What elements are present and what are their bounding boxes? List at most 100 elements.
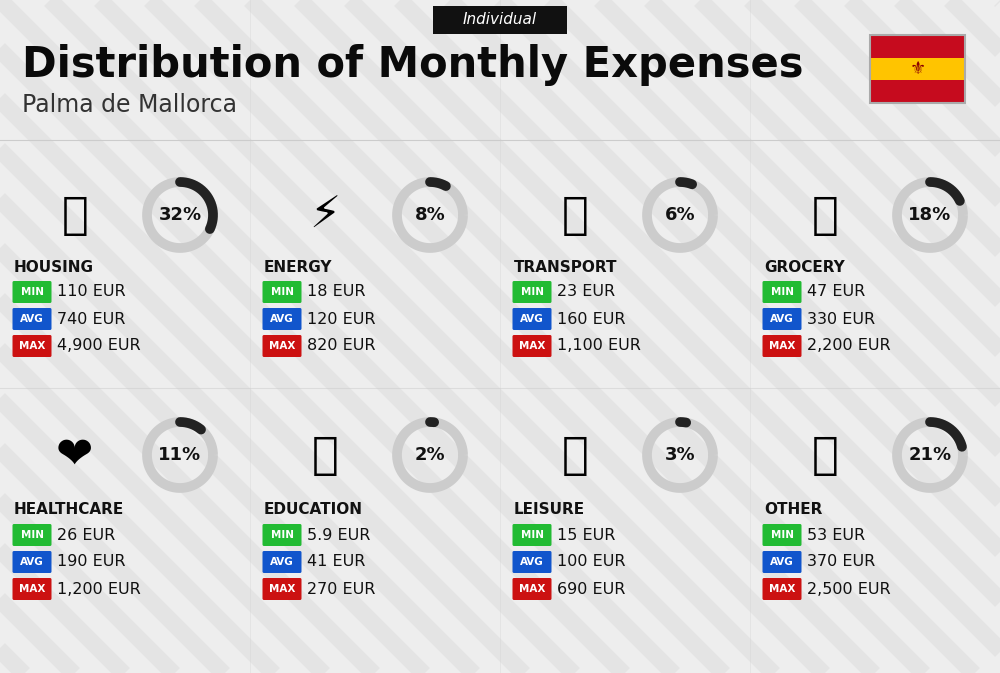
FancyBboxPatch shape <box>262 281 302 303</box>
FancyBboxPatch shape <box>512 335 552 357</box>
Text: MAX: MAX <box>269 341 295 351</box>
Text: 6%: 6% <box>665 206 695 224</box>
FancyBboxPatch shape <box>512 308 552 330</box>
Text: 18 EUR: 18 EUR <box>307 285 366 299</box>
Text: 2,200 EUR: 2,200 EUR <box>807 339 891 353</box>
Text: AVG: AVG <box>520 314 544 324</box>
Text: 41 EUR: 41 EUR <box>307 555 365 569</box>
Text: LEISURE: LEISURE <box>514 503 585 518</box>
Text: AVG: AVG <box>520 557 544 567</box>
FancyBboxPatch shape <box>12 308 52 330</box>
Text: 160 EUR: 160 EUR <box>557 312 626 326</box>
FancyBboxPatch shape <box>512 524 552 546</box>
FancyBboxPatch shape <box>262 308 302 330</box>
Text: 120 EUR: 120 EUR <box>307 312 376 326</box>
Text: Individual: Individual <box>463 13 537 28</box>
Text: AVG: AVG <box>270 314 294 324</box>
Text: EDUCATION: EDUCATION <box>264 503 363 518</box>
Text: 370 EUR: 370 EUR <box>807 555 875 569</box>
Text: AVG: AVG <box>20 314 44 324</box>
Bar <box>870 35 965 58</box>
FancyBboxPatch shape <box>512 551 552 573</box>
Text: 110 EUR: 110 EUR <box>57 285 126 299</box>
Text: ⚜: ⚜ <box>909 60 926 78</box>
Text: 3%: 3% <box>665 446 695 464</box>
FancyBboxPatch shape <box>512 281 552 303</box>
Text: 820 EUR: 820 EUR <box>307 339 376 353</box>
Text: MAX: MAX <box>519 584 545 594</box>
Text: 🎓: 🎓 <box>312 433 338 476</box>
Text: 190 EUR: 190 EUR <box>57 555 126 569</box>
Text: MIN: MIN <box>520 287 544 297</box>
FancyBboxPatch shape <box>763 578 802 600</box>
Text: 23 EUR: 23 EUR <box>557 285 615 299</box>
Text: MIN: MIN <box>770 287 794 297</box>
Text: GROCERY: GROCERY <box>764 260 845 275</box>
Text: 26 EUR: 26 EUR <box>57 528 115 542</box>
FancyBboxPatch shape <box>262 551 302 573</box>
Text: AVG: AVG <box>770 557 794 567</box>
Text: 100 EUR: 100 EUR <box>557 555 626 569</box>
FancyBboxPatch shape <box>763 551 802 573</box>
FancyBboxPatch shape <box>12 551 52 573</box>
Text: 🛒: 🛒 <box>812 194 838 236</box>
Text: Distribution of Monthly Expenses: Distribution of Monthly Expenses <box>22 44 804 86</box>
Text: 32%: 32% <box>158 206 202 224</box>
Text: MAX: MAX <box>269 584 295 594</box>
Text: AVG: AVG <box>270 557 294 567</box>
Text: 🚌: 🚌 <box>562 194 588 236</box>
FancyBboxPatch shape <box>763 524 802 546</box>
Text: 690 EUR: 690 EUR <box>557 581 625 596</box>
Text: MIN: MIN <box>270 287 294 297</box>
Text: 5.9 EUR: 5.9 EUR <box>307 528 370 542</box>
Text: 740 EUR: 740 EUR <box>57 312 125 326</box>
FancyBboxPatch shape <box>12 578 52 600</box>
Bar <box>870 58 965 80</box>
Text: 330 EUR: 330 EUR <box>807 312 875 326</box>
FancyBboxPatch shape <box>763 281 802 303</box>
FancyBboxPatch shape <box>763 308 802 330</box>
Bar <box>870 80 965 103</box>
FancyBboxPatch shape <box>262 524 302 546</box>
Text: TRANSPORT: TRANSPORT <box>514 260 618 275</box>
Text: AVG: AVG <box>770 314 794 324</box>
Text: MAX: MAX <box>19 341 45 351</box>
Text: 21%: 21% <box>908 446 952 464</box>
Text: MAX: MAX <box>769 584 795 594</box>
FancyBboxPatch shape <box>262 335 302 357</box>
Text: HOUSING: HOUSING <box>14 260 94 275</box>
Text: MIN: MIN <box>770 530 794 540</box>
Text: 👜: 👜 <box>812 433 838 476</box>
FancyBboxPatch shape <box>512 578 552 600</box>
Text: 11%: 11% <box>158 446 202 464</box>
Text: 1,200 EUR: 1,200 EUR <box>57 581 141 596</box>
FancyBboxPatch shape <box>262 578 302 600</box>
Text: 15 EUR: 15 EUR <box>557 528 615 542</box>
Text: MAX: MAX <box>19 584 45 594</box>
FancyBboxPatch shape <box>433 6 567 34</box>
Text: MAX: MAX <box>769 341 795 351</box>
Text: 47 EUR: 47 EUR <box>807 285 865 299</box>
Text: ❤️: ❤️ <box>56 433 94 476</box>
Text: 2%: 2% <box>415 446 445 464</box>
Text: 53 EUR: 53 EUR <box>807 528 865 542</box>
Text: ⚡: ⚡ <box>309 194 341 236</box>
Text: MAX: MAX <box>519 341 545 351</box>
Text: 8%: 8% <box>415 206 445 224</box>
Text: ENERGY: ENERGY <box>264 260 332 275</box>
Text: Palma de Mallorca: Palma de Mallorca <box>22 93 237 117</box>
FancyBboxPatch shape <box>12 335 52 357</box>
Text: MIN: MIN <box>20 287 44 297</box>
Text: OTHER: OTHER <box>764 503 822 518</box>
FancyBboxPatch shape <box>12 524 52 546</box>
Text: AVG: AVG <box>20 557 44 567</box>
Text: HEALTHCARE: HEALTHCARE <box>14 503 124 518</box>
Text: 18%: 18% <box>908 206 952 224</box>
Text: 4,900 EUR: 4,900 EUR <box>57 339 141 353</box>
Text: 270 EUR: 270 EUR <box>307 581 375 596</box>
Text: MIN: MIN <box>270 530 294 540</box>
Text: 2,500 EUR: 2,500 EUR <box>807 581 891 596</box>
Text: 1,100 EUR: 1,100 EUR <box>557 339 641 353</box>
Bar <box>870 35 965 103</box>
Text: MIN: MIN <box>20 530 44 540</box>
